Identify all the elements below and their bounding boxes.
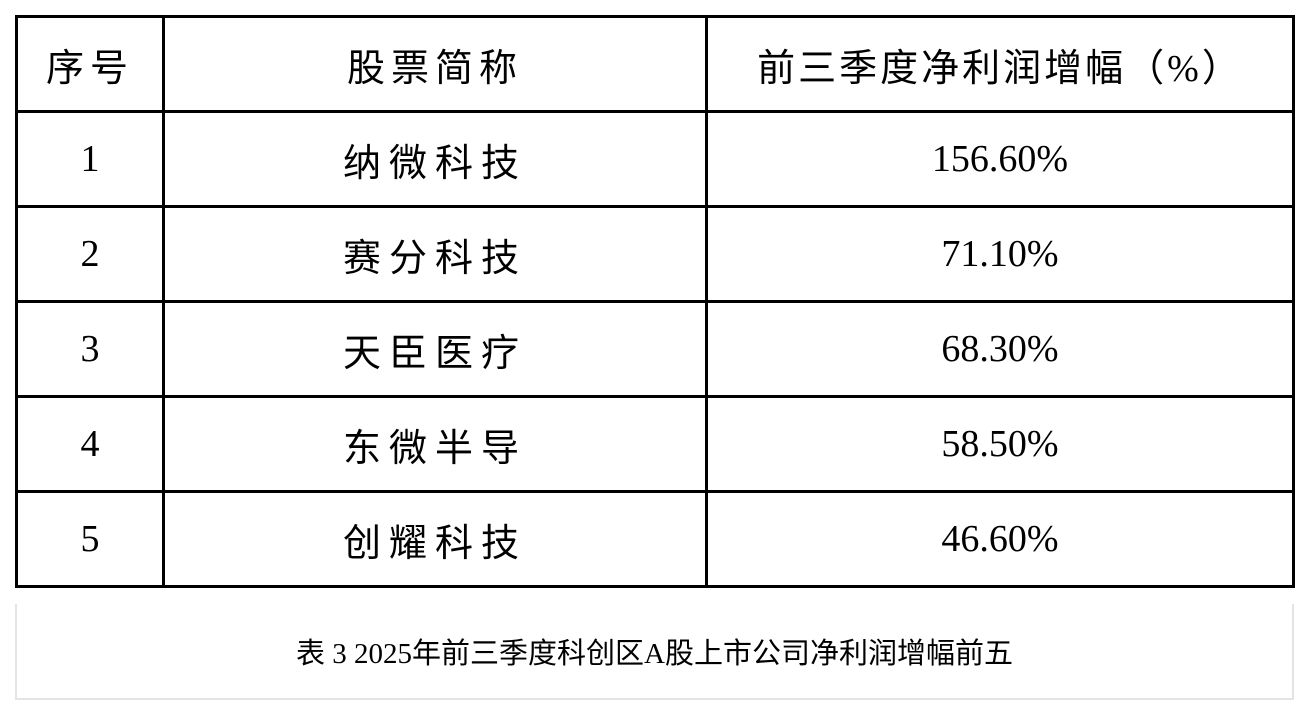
table-caption: 表 3 2025年前三季度科创区A股上市公司净利润增幅前五 <box>15 604 1294 700</box>
header-growth: 前三季度净利润增幅（%） <box>705 15 1295 113</box>
table-row: 3 天臣医疗 68.30% <box>15 300 1295 398</box>
cell-stock-name: 创耀科技 <box>162 490 708 588</box>
cell-stock-name: 天臣医疗 <box>162 300 708 398</box>
cell-stock-name: 赛分科技 <box>162 205 708 303</box>
cell-stock-name: 东微半导 <box>162 395 708 493</box>
table-row: 5 创耀科技 46.60% <box>15 490 1295 588</box>
cell-growth: 68.30% <box>705 300 1295 398</box>
cell-index: 4 <box>15 395 165 493</box>
profit-growth-table: 序号 股票简称 前三季度净利润增幅（%） 1 纳微科技 156.60% 2 赛分科技 71… <box>15 15 1295 588</box>
header-row: 序号 股票简称 前三季度净利润增幅（%） <box>15 15 1295 113</box>
table-row: 2 赛分科技 71.10% <box>15 205 1295 303</box>
table-row: 1 纳微科技 156.60% <box>15 110 1295 208</box>
cell-index: 5 <box>15 490 165 588</box>
cell-index: 2 <box>15 205 165 303</box>
cell-growth: 71.10% <box>705 205 1295 303</box>
cell-growth: 156.60% <box>705 110 1295 208</box>
cell-index: 3 <box>15 300 165 398</box>
header-stock-name: 股票简称 <box>162 15 708 113</box>
table-row: 4 东微半导 58.50% <box>15 395 1295 493</box>
cell-growth: 46.60% <box>705 490 1295 588</box>
cell-growth: 58.50% <box>705 395 1295 493</box>
header-index: 序号 <box>15 15 165 113</box>
cell-stock-name: 纳微科技 <box>162 110 708 208</box>
cell-index: 1 <box>15 110 165 208</box>
